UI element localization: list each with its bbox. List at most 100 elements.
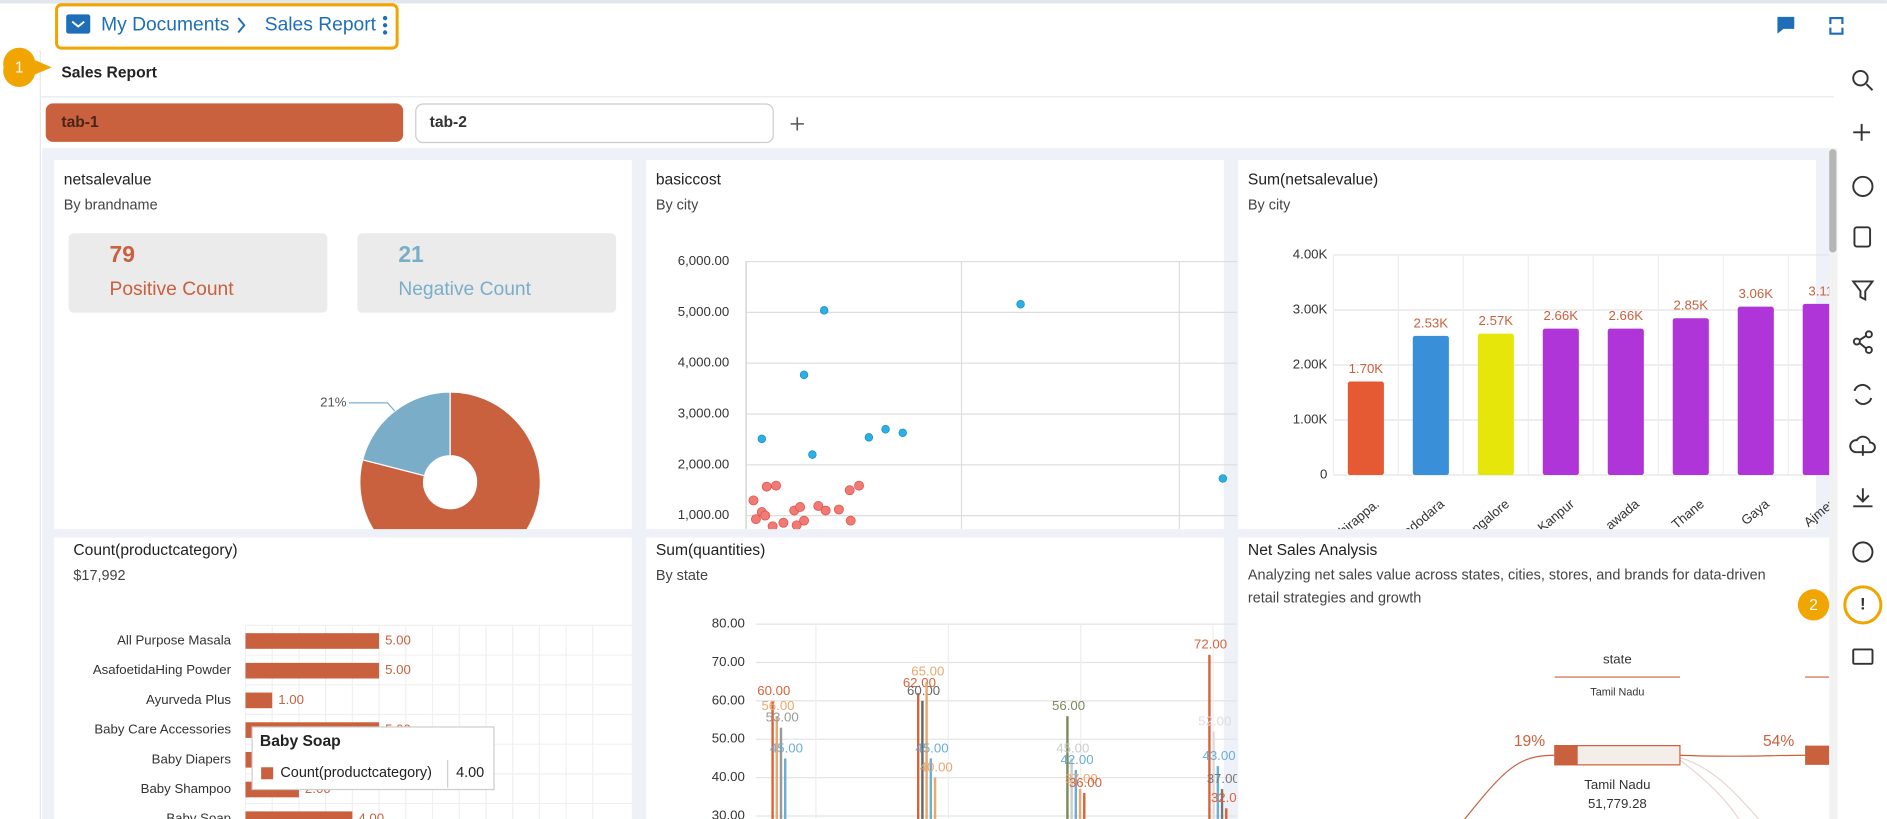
tab-active[interactable] <box>45 103 404 142</box>
sankey-link <box>1679 754 1806 757</box>
share-icon[interactable] <box>1852 330 1873 354</box>
data-label: 72.00 <box>1194 637 1227 652</box>
search-icon[interactable] <box>1852 69 1874 91</box>
refresh-icon[interactable] <box>1853 383 1873 405</box>
kpi-label: Positive Count <box>110 279 235 300</box>
bar <box>1070 758 1073 819</box>
sankey-share: 19% <box>1514 733 1545 750</box>
tab-label[interactable]: tab-2 <box>430 114 468 131</box>
fullscreen-icon[interactable] <box>1829 16 1844 35</box>
bar <box>1066 716 1069 819</box>
sankey-link <box>1679 757 1760 819</box>
sankey-share: 54% <box>1763 733 1794 750</box>
widget-subtitle: By city <box>656 197 699 213</box>
y-tick-label: All Purpose Masala <box>117 632 232 647</box>
data-label: 52.00 <box>1198 713 1231 728</box>
tab-label[interactable]: tab-1 <box>61 114 99 131</box>
widget-subtitle: By brandname <box>64 197 158 213</box>
sidebar <box>1837 50 1887 819</box>
notes-icon[interactable] <box>1852 648 1874 665</box>
widget-card <box>1238 159 1816 530</box>
bar <box>1220 789 1224 819</box>
widget-subtitle: Analyzing net sales value across states,… <box>1247 566 1766 607</box>
y-tick-label: 50.00 <box>712 731 745 746</box>
data-label: 5.00 <box>385 632 411 647</box>
widget-title: Sum(quantities) <box>656 542 765 559</box>
filter-icon[interactable] <box>1851 280 1875 302</box>
bar <box>1607 328 1644 476</box>
bar <box>916 693 920 819</box>
scrollbar-thumb[interactable] <box>1829 149 1837 253</box>
y-tick-label: Baby Diapers <box>152 751 232 766</box>
scatter-point <box>791 520 802 530</box>
scatter-point <box>1218 474 1228 483</box>
bar <box>1212 731 1215 819</box>
pie-label: 21% <box>320 394 347 409</box>
breadcrumb-current[interactable]: Sales Report <box>265 14 377 35</box>
scatter-point <box>748 495 759 506</box>
data-label: 53.00 <box>766 710 799 725</box>
data-label: 56.00 <box>1052 698 1085 713</box>
data-label: 45.00 <box>915 740 948 755</box>
y-tick-label: 40.00 <box>712 769 745 784</box>
y-tick-label: AsafoetidaHing Powder <box>93 662 232 677</box>
upload-icon[interactable] <box>1849 435 1876 456</box>
widget-card <box>646 537 1224 819</box>
data-label: 40.00 <box>920 759 953 774</box>
level-header: state <box>1603 652 1632 667</box>
scatter-point <box>813 501 824 511</box>
scatter-point <box>778 517 789 528</box>
scatter-point <box>799 370 809 380</box>
bar <box>1672 318 1709 476</box>
kpi-card <box>357 233 617 313</box>
storage-icon[interactable] <box>1853 226 1872 248</box>
ai-icon[interactable] <box>1852 175 1874 197</box>
sidebar-icons <box>1849 69 1876 665</box>
add-tab[interactable] <box>790 117 804 131</box>
sankey-node-cap <box>1554 745 1578 765</box>
widget-title: Count(productcategory) <box>73 542 237 559</box>
bar <box>245 633 380 649</box>
data-label: 37.00 <box>1065 771 1098 786</box>
palette-icon[interactable] <box>1852 541 1874 563</box>
info-button-highlight[interactable] <box>1843 585 1883 625</box>
level-value: Tamil Nadu <box>1590 687 1644 699</box>
data-label: 37.00 <box>1207 771 1240 786</box>
bar <box>1208 654 1211 819</box>
kpi-label: Negative Count <box>398 279 531 300</box>
data-label: 32.00 <box>1211 790 1244 805</box>
y-tick-label: 60.00 <box>712 692 745 707</box>
callout-2 <box>1797 589 1830 621</box>
kpi-value: 21 <box>398 241 424 267</box>
bar <box>245 811 353 819</box>
y-tick-label: 2,000.00 <box>678 456 729 471</box>
info-icon[interactable]: ! <box>1860 594 1866 613</box>
bar <box>1477 333 1514 476</box>
add-icon[interactable] <box>1853 123 1871 141</box>
scatter-point <box>795 502 806 512</box>
breadcrumb-highlight <box>55 3 399 50</box>
data-label: 1.70K <box>1349 361 1384 376</box>
data-label: 4.00 <box>358 811 384 819</box>
callout-2-label: 2 <box>1809 597 1818 614</box>
comment-icon[interactable] <box>1777 16 1795 34</box>
tooltip-value: 4.00 <box>456 765 484 781</box>
folder-icon[interactable] <box>66 14 91 34</box>
data-label: 3.06K <box>1738 286 1773 301</box>
breadcrumb-root[interactable]: My Documents <box>101 14 229 35</box>
tab[interactable] <box>415 103 774 144</box>
pie-slice <box>359 391 541 530</box>
data-label: 3.11 <box>1808 283 1833 298</box>
bar <box>779 727 783 819</box>
widget-subtitle: By state <box>656 568 708 584</box>
kebab-menu[interactable] <box>382 15 388 35</box>
scatter-point <box>854 480 864 491</box>
scatter-point <box>750 514 761 525</box>
y-tick-label: 6,000.00 <box>678 253 729 268</box>
y-tick-label: Baby Care Accessories <box>94 722 231 737</box>
download-icon[interactable] <box>1853 488 1873 508</box>
bar <box>1802 303 1830 476</box>
kpi-card <box>68 233 328 313</box>
